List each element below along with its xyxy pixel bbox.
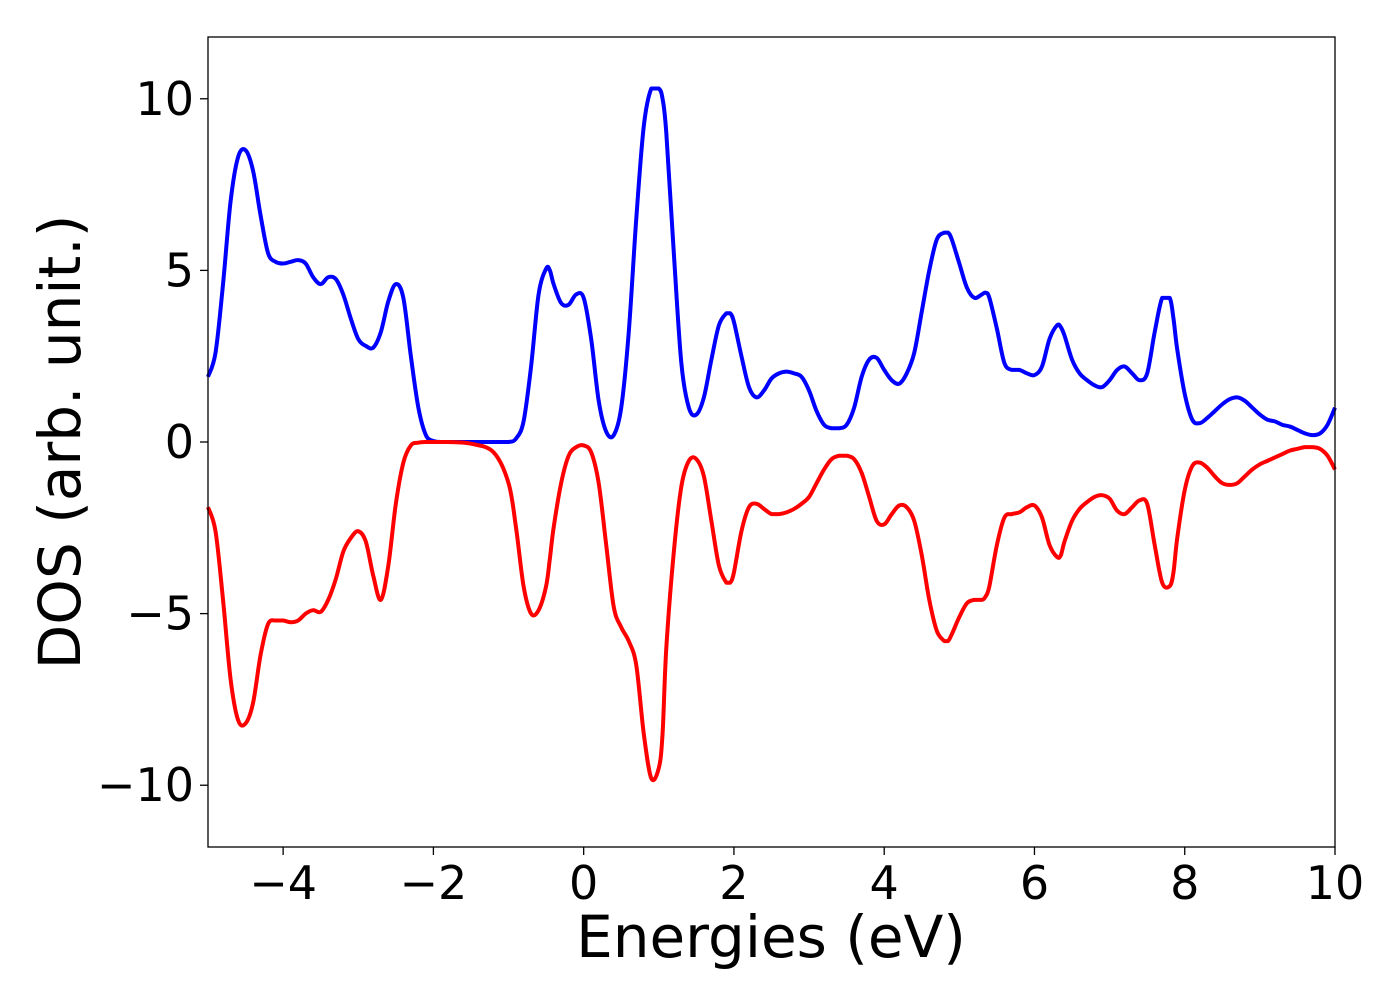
plot-frame xyxy=(207,36,1336,848)
y-tick-label: −10 xyxy=(97,758,194,812)
y-tick-label: 10 xyxy=(135,72,194,126)
series-line-1 xyxy=(206,86,1337,444)
y-tick-label: −5 xyxy=(126,587,194,641)
y-axis-label: DOS (arb. unit.) xyxy=(26,215,94,670)
series-layer xyxy=(206,86,1337,783)
x-tick-label: −4 xyxy=(249,856,317,910)
x-tick-label: 6 xyxy=(1020,856,1049,910)
x-tick-label: 2 xyxy=(719,856,748,910)
x-tick-label: −2 xyxy=(399,856,467,910)
x-tick-label: 10 xyxy=(1306,856,1365,910)
x-axis-label: Energies (eV) xyxy=(576,903,966,971)
series-line-2 xyxy=(206,440,1337,783)
x-axis-ticks: −4 −2 0 2 4 6 8 10 xyxy=(249,847,1364,910)
x-tick-label: 0 xyxy=(569,856,598,910)
y-tick-label: 5 xyxy=(165,243,194,297)
y-tick-label: 0 xyxy=(165,415,194,469)
y-axis-ticks: −10 −5 0 5 10 xyxy=(97,72,208,812)
x-tick-label: 4 xyxy=(870,856,899,910)
x-tick-label: 8 xyxy=(1170,856,1199,910)
